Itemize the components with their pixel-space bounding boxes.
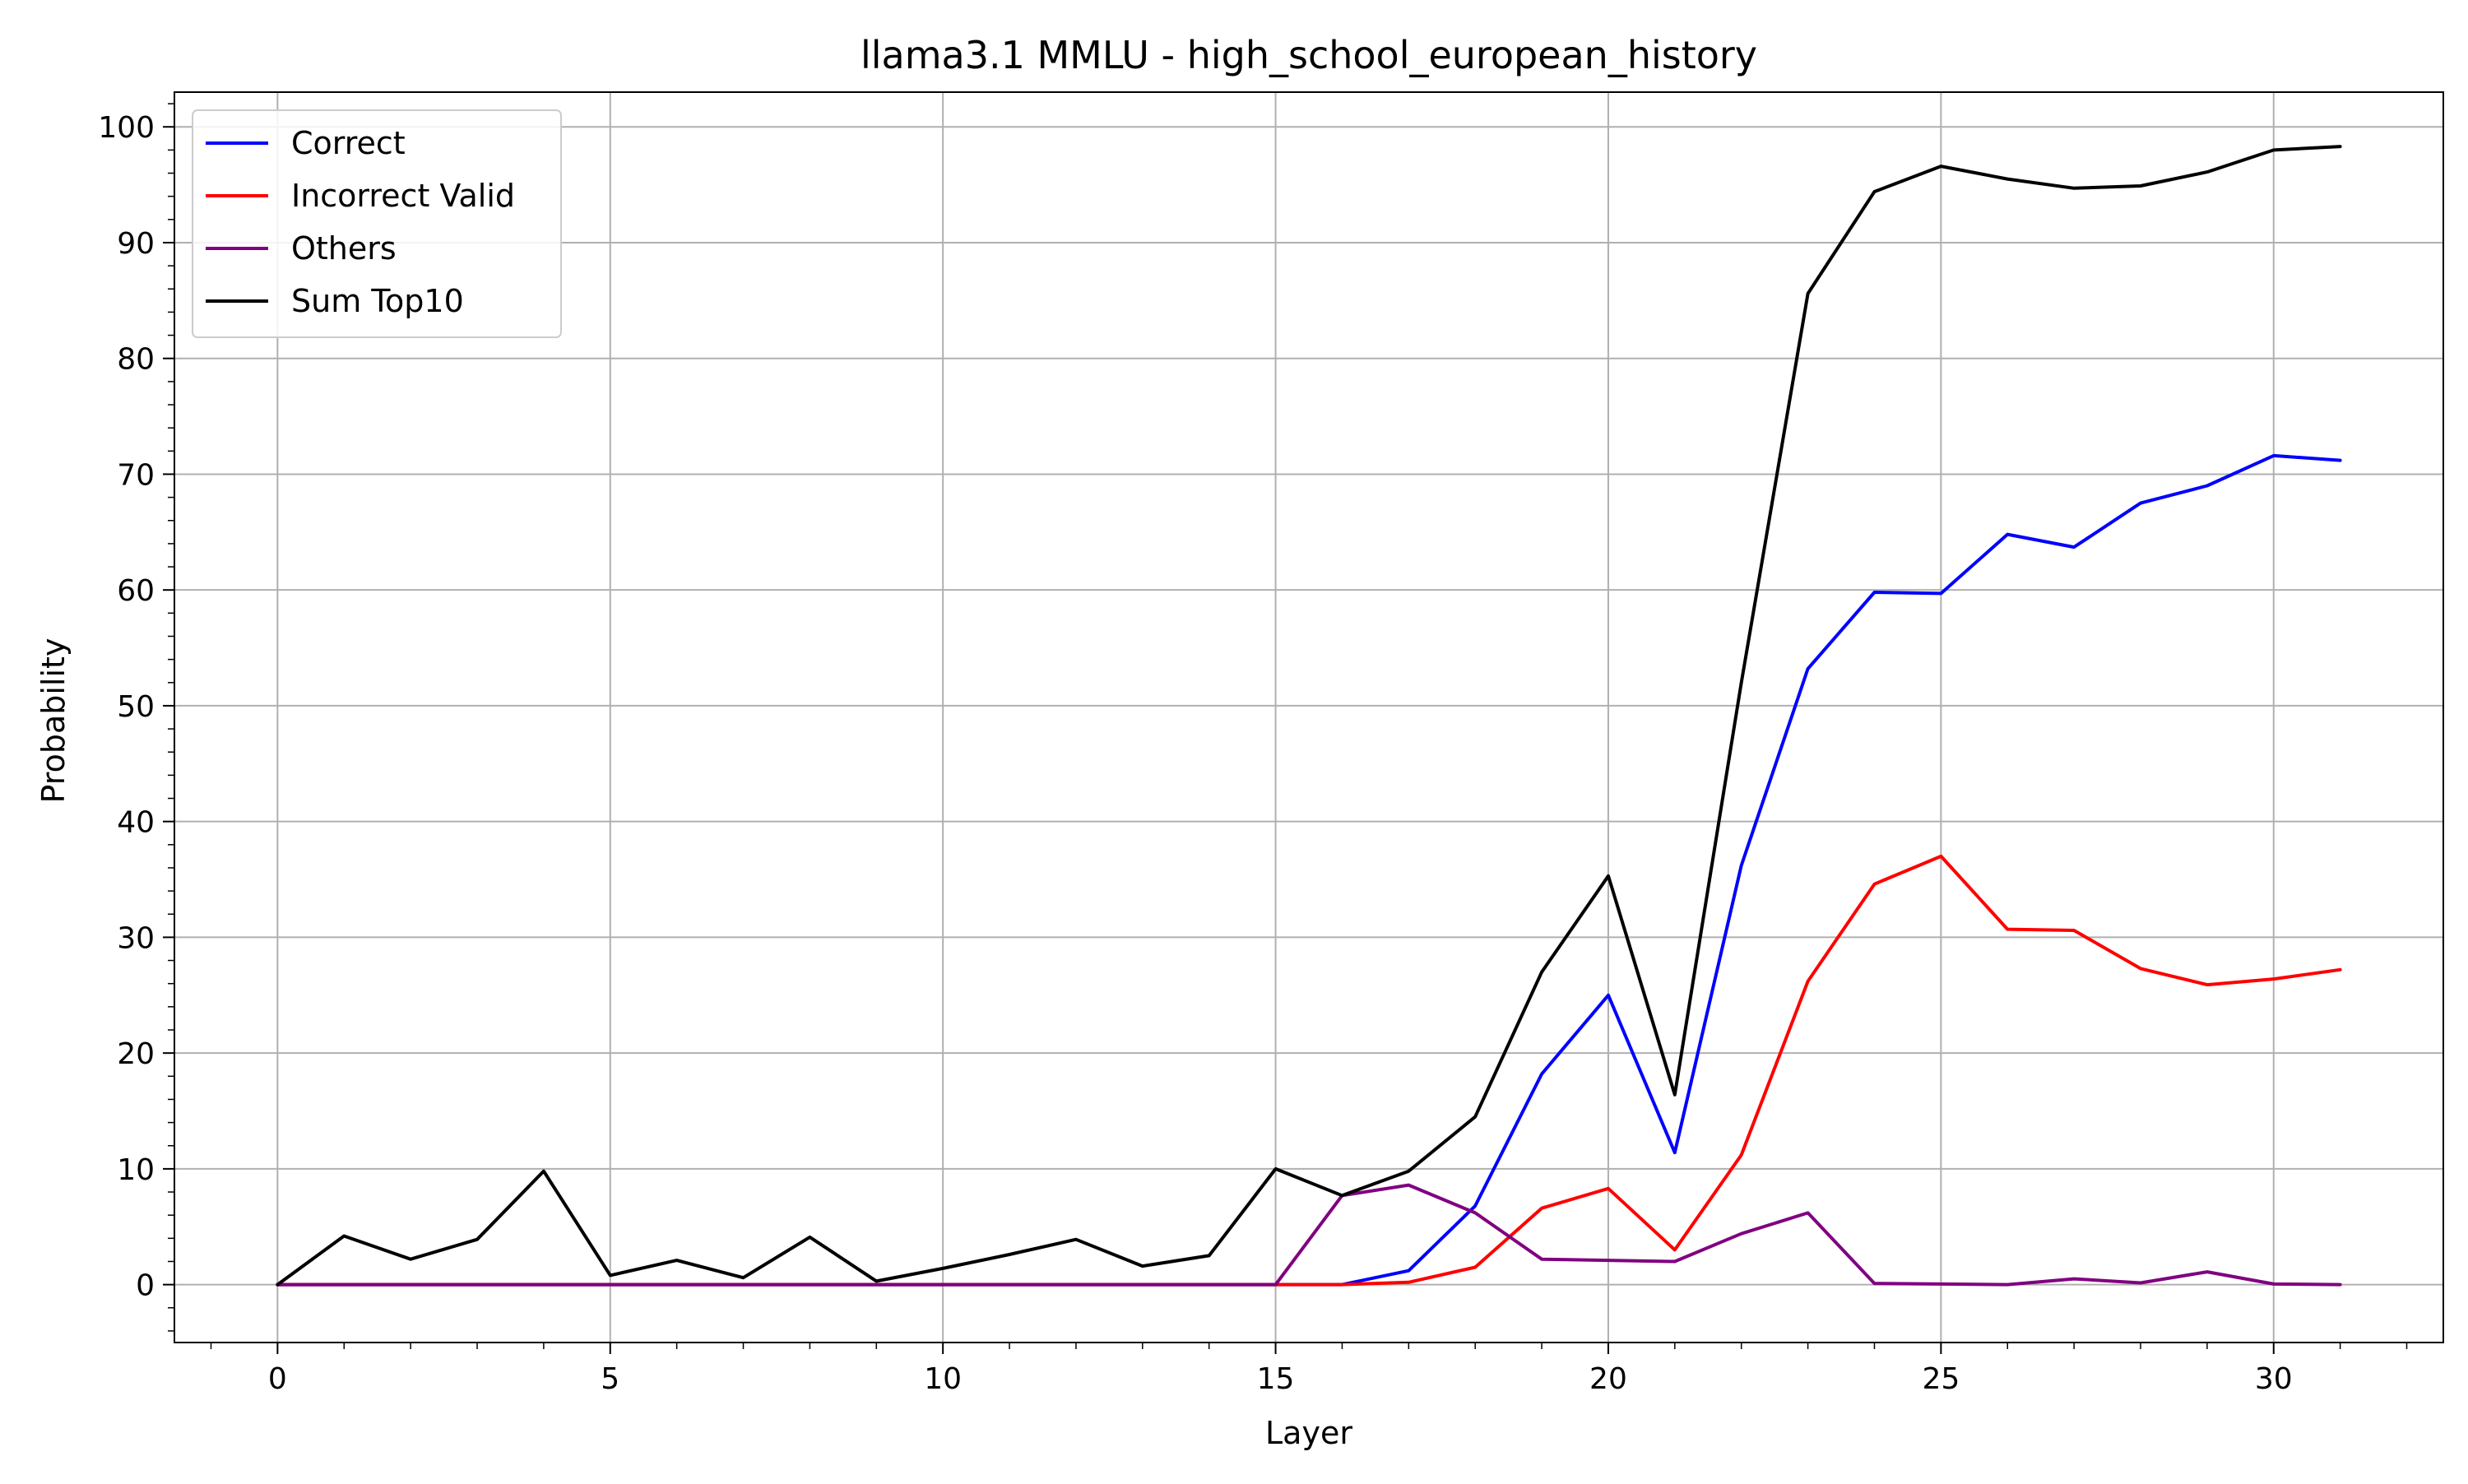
chart-title: llama3.1 MMLU - high_school_european_his… <box>861 33 1757 77</box>
legend-box <box>192 109 562 338</box>
plot-frame <box>174 91 2444 1343</box>
legend: Correct Incorrect Valid Others Sum Top10 <box>192 109 562 338</box>
legend-label-others: Others <box>291 230 397 267</box>
x-axis-label: Layer <box>1265 1415 1352 1451</box>
y-axis-label: Probability <box>35 638 72 804</box>
y-tick-label: 20 <box>117 1037 155 1071</box>
y-tick-label: 100 <box>98 111 155 145</box>
x-tick-label: 0 <box>268 1362 287 1396</box>
y-tick-label: 70 <box>117 458 155 492</box>
y-tick-label: 10 <box>117 1153 155 1187</box>
legend-label-correct: Correct <box>291 125 406 161</box>
y-tick-label: 30 <box>117 921 155 955</box>
x-tick-label: 15 <box>1257 1362 1295 1396</box>
legend-label-sum-top10: Sum Top10 <box>291 283 464 319</box>
series-lines <box>276 145 2342 1287</box>
x-tick-label: 5 <box>601 1362 619 1396</box>
axis-ticks: 0 5 10 15 20 25 30 0 10 20 30 40 50 60 70 80 90 100 <box>98 103 2408 1396</box>
legend-label-incorrect-valid: Incorrect Valid <box>291 178 515 214</box>
x-tick-label: 25 <box>1922 1362 1960 1396</box>
y-tick-label: 80 <box>117 343 155 377</box>
y-tick-label: 90 <box>117 227 155 261</box>
series-line-sum-top10 <box>276 145 2342 1287</box>
y-tick-label: 60 <box>117 574 155 608</box>
series-line-others <box>276 1183 2342 1287</box>
y-tick-label: 0 <box>136 1269 155 1303</box>
x-tick-label: 30 <box>2255 1362 2293 1396</box>
y-tick-label: 50 <box>117 690 155 724</box>
y-tick-label: 40 <box>117 806 155 840</box>
x-tick-label: 10 <box>924 1362 962 1396</box>
x-tick-label: 20 <box>1589 1362 1627 1396</box>
